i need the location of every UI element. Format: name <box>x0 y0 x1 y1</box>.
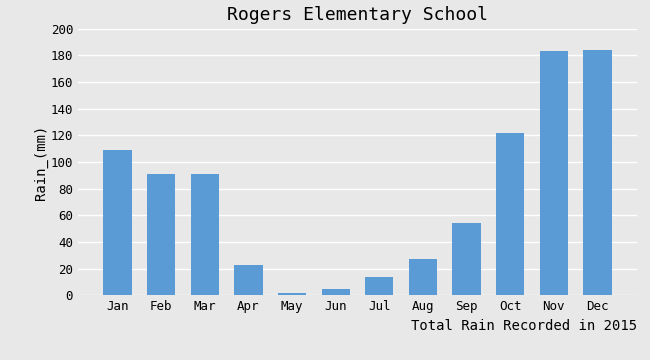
Bar <box>322 289 350 295</box>
Bar <box>452 223 481 295</box>
Bar <box>147 174 176 295</box>
Bar <box>540 51 568 295</box>
Bar <box>278 293 306 295</box>
Bar <box>190 174 219 295</box>
Bar <box>103 150 132 295</box>
Title: Rogers Elementary School: Rogers Elementary School <box>227 6 488 24</box>
X-axis label: Total Rain Recorded in 2015: Total Rain Recorded in 2015 <box>411 319 637 333</box>
Y-axis label: Rain_(mm): Rain_(mm) <box>34 124 48 200</box>
Bar <box>409 259 437 295</box>
Bar <box>234 265 263 295</box>
Bar <box>496 133 525 295</box>
Bar <box>583 50 612 295</box>
Bar <box>365 276 393 295</box>
